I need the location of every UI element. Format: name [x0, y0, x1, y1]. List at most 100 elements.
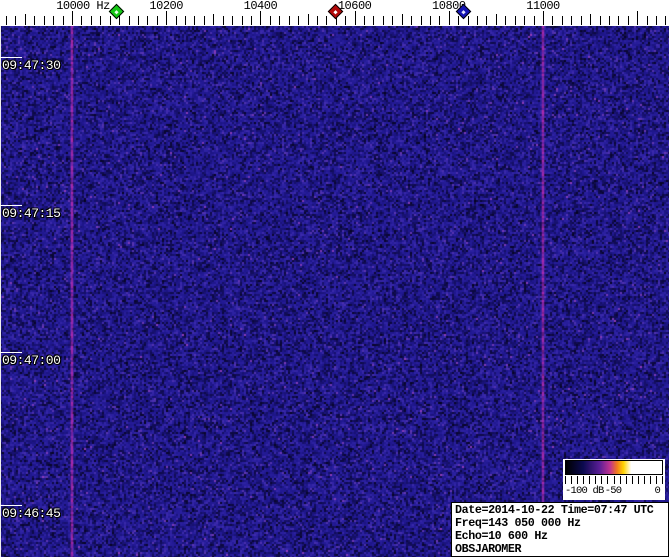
frequency-tick: [204, 16, 205, 25]
frequency-tick: [326, 16, 327, 25]
blue-marker-core: [461, 9, 465, 13]
frequency-tick: [242, 16, 243, 25]
colorbar-label-mid: -50: [605, 485, 622, 498]
frequency-tick: [308, 14, 309, 25]
frequency-tick: [637, 11, 638, 25]
frequency-tick-label: 10400: [244, 0, 278, 12]
frequency-tick: [147, 16, 148, 25]
frequency-tick: [618, 16, 619, 25]
spectrogram-window: 10000 Hz 10200 10400 10600 10800 11000 09:47:…: [0, 0, 669, 557]
colorbar-tick: [595, 476, 596, 484]
frequency-tick: [392, 16, 393, 25]
info-line-station: OBSJAROMER: [455, 543, 668, 556]
colorbar-tick: [620, 476, 621, 484]
frequency-tick: [628, 16, 629, 25]
frequency-tick: [439, 16, 440, 25]
frequency-tick: [524, 16, 525, 25]
frequency-tick: [110, 16, 111, 25]
frequency-tick: [402, 14, 403, 25]
frequency-tick: [251, 16, 252, 25]
frequency-tick-label: 11000: [526, 0, 560, 12]
frequency-tick: [571, 16, 572, 25]
frequency-tick: [383, 16, 384, 25]
frequency-tick: [166, 11, 167, 25]
colorbar-tick: [571, 476, 572, 484]
frequency-tick: [91, 16, 92, 25]
time-tick-label: 09:47:00: [2, 354, 60, 367]
colorbar-tick: [577, 476, 578, 484]
frequency-tick: [298, 16, 299, 25]
frequency-tick: [194, 16, 195, 25]
frequency-tick: [53, 16, 54, 25]
frequency-tick-label: 10000 Hz: [56, 0, 110, 12]
frequency-tick: [81, 16, 82, 25]
frequency-tick: [600, 16, 601, 25]
frequency-tick-label: 10200: [149, 0, 183, 12]
frequency-tick: [477, 16, 478, 25]
frequency-tick: [317, 16, 318, 25]
time-tick-label: 09:47:30: [2, 59, 60, 72]
colorbar-tick: [626, 476, 627, 484]
frequency-tick: [449, 11, 450, 25]
frequency-tick: [176, 16, 177, 25]
frequency-tick: [468, 16, 469, 25]
frequency-tick: [505, 16, 506, 25]
time-tick-label: 09:46:45: [2, 507, 60, 520]
colorbar-tick: [614, 476, 615, 484]
frequency-tick: [44, 16, 45, 25]
frequency-tick: [581, 16, 582, 25]
frequency-tick: [552, 16, 553, 25]
frequency-tick: [72, 11, 73, 25]
red-marker-core: [333, 9, 337, 13]
colorbar-gradient: [565, 460, 663, 475]
colorbar-tick: [644, 476, 645, 484]
frequency-tick: [345, 16, 346, 25]
frequency-tick: [185, 16, 186, 25]
frequency-tick: [562, 16, 563, 25]
frequency-tick: [138, 16, 139, 25]
frequency-tick: [355, 11, 356, 25]
frequency-tick: [223, 16, 224, 25]
frequency-tick: [590, 14, 591, 25]
colorbar-tick: [656, 476, 657, 484]
green-marker-core: [114, 9, 118, 13]
colorbar-ticks: [565, 476, 663, 485]
frequency-tick: [647, 16, 648, 25]
frequency-tick: [364, 16, 365, 25]
colorbar-tick: [662, 476, 663, 484]
frequency-tick: [411, 16, 412, 25]
frequency-tick: [15, 16, 16, 25]
frequency-tick: [373, 16, 374, 25]
frequency-tick: [421, 16, 422, 25]
left-edge-line: [0, 26, 1, 557]
colorbar-label-max: 0: [654, 485, 660, 498]
frequency-tick: [656, 16, 657, 25]
frequency-ruler: 10000 Hz 10200 10400 10600 10800 11000: [0, 0, 669, 26]
colorbar-tick: [638, 476, 639, 484]
frequency-tick: [270, 16, 271, 25]
frequency-tick: [543, 11, 544, 25]
observation-info-box: Date=2014-10-22 Time=07:47 UTC Freq=143 …: [451, 502, 669, 557]
frequency-tick: [496, 14, 497, 25]
frequency-tick: [157, 16, 158, 25]
frequency-tick: [6, 16, 7, 25]
colorbar-label-min: -100 dB: [565, 485, 604, 498]
frequency-tick: [515, 16, 516, 25]
frequency-tick: [279, 16, 280, 25]
colorbar-tick: [565, 476, 566, 484]
frequency-tick: [534, 16, 535, 25]
frequency-tick: [486, 16, 487, 25]
frequency-tick: [665, 16, 666, 25]
frequency-tick: [34, 16, 35, 25]
colorbar-tick: [601, 476, 602, 484]
colorbar-labels: -100 dB -50 0: [563, 485, 665, 499]
frequency-tick: [289, 16, 290, 25]
frequency-tick: [232, 16, 233, 25]
frequency-tick: [100, 16, 101, 25]
time-tick-label: 09:47:15: [2, 207, 60, 220]
colorbar-tick: [583, 476, 584, 484]
colorbar-tick: [589, 476, 590, 484]
frequency-tick: [260, 11, 261, 25]
colorbar-tick: [632, 476, 633, 484]
frequency-tick: [129, 16, 130, 25]
